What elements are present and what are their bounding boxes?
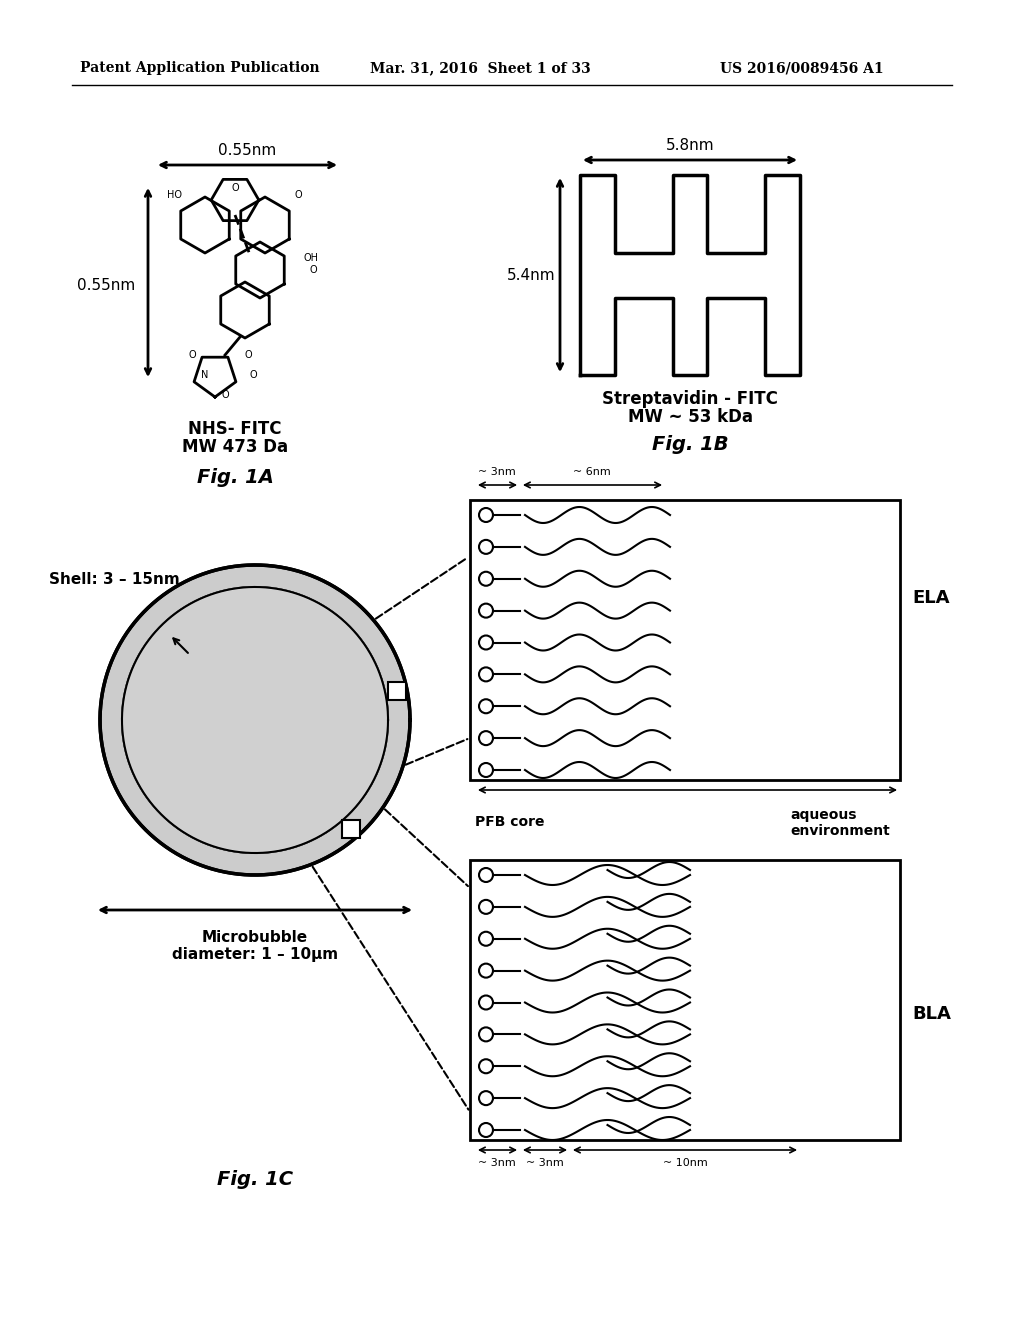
Text: Fig. 1A: Fig. 1A bbox=[197, 469, 273, 487]
Text: Fig. 1B: Fig. 1B bbox=[651, 436, 728, 454]
Text: Streptavidin - FITC: Streptavidin - FITC bbox=[602, 389, 778, 408]
Text: 5.4nm: 5.4nm bbox=[507, 268, 555, 282]
Text: Microbubble
diameter: 1 – 10μm: Microbubble diameter: 1 – 10μm bbox=[172, 931, 338, 962]
Text: Patent Application Publication: Patent Application Publication bbox=[80, 61, 319, 75]
Circle shape bbox=[479, 635, 493, 649]
Text: O: O bbox=[188, 350, 196, 360]
Circle shape bbox=[122, 587, 388, 853]
Circle shape bbox=[479, 700, 493, 713]
Circle shape bbox=[479, 603, 493, 618]
Bar bbox=[388, 682, 407, 700]
Text: ~ 10nm: ~ 10nm bbox=[663, 1158, 708, 1168]
Text: 5.8nm: 5.8nm bbox=[666, 139, 715, 153]
Text: O: O bbox=[231, 183, 239, 193]
Text: 0.55nm: 0.55nm bbox=[77, 277, 135, 293]
Circle shape bbox=[479, 508, 493, 521]
Text: ~ 6nm: ~ 6nm bbox=[573, 467, 611, 477]
Circle shape bbox=[479, 540, 493, 554]
Circle shape bbox=[479, 763, 493, 777]
Text: aqueous
environment: aqueous environment bbox=[791, 808, 890, 838]
Circle shape bbox=[479, 1059, 493, 1073]
Circle shape bbox=[479, 572, 493, 586]
Text: PFB core: PFB core bbox=[475, 814, 545, 829]
Circle shape bbox=[479, 869, 493, 882]
Circle shape bbox=[479, 1027, 493, 1041]
Text: BLA: BLA bbox=[912, 1005, 951, 1023]
Text: N: N bbox=[202, 370, 209, 380]
Circle shape bbox=[479, 932, 493, 945]
Circle shape bbox=[124, 589, 386, 851]
Text: MW 473 Da: MW 473 Da bbox=[182, 438, 288, 455]
Text: S = 4.7nm: S = 4.7nm bbox=[725, 1076, 792, 1089]
Bar bbox=[470, 500, 900, 780]
Text: 0.55nm: 0.55nm bbox=[218, 143, 276, 158]
Circle shape bbox=[479, 668, 493, 681]
Text: HO: HO bbox=[168, 190, 182, 201]
Circle shape bbox=[479, 1123, 493, 1137]
Circle shape bbox=[479, 995, 493, 1010]
Bar bbox=[342, 820, 359, 838]
Text: O: O bbox=[294, 190, 302, 201]
Circle shape bbox=[479, 964, 493, 978]
Text: Shell: 3 – 15nm: Shell: 3 – 15nm bbox=[49, 573, 180, 587]
Circle shape bbox=[100, 565, 410, 875]
Bar bbox=[470, 861, 900, 1140]
Circle shape bbox=[479, 1092, 493, 1105]
Text: O: O bbox=[244, 350, 252, 360]
Text: ELA: ELA bbox=[912, 589, 949, 607]
Text: O: O bbox=[221, 389, 228, 400]
Text: US 2016/0089456 A1: US 2016/0089456 A1 bbox=[720, 61, 884, 75]
Text: Mar. 31, 2016  Sheet 1 of 33: Mar. 31, 2016 Sheet 1 of 33 bbox=[370, 61, 591, 75]
Text: O: O bbox=[310, 265, 317, 275]
Text: O: O bbox=[249, 370, 257, 380]
Text: NHS- FITC: NHS- FITC bbox=[188, 420, 282, 438]
Circle shape bbox=[479, 731, 493, 744]
Text: OH: OH bbox=[303, 253, 318, 263]
Circle shape bbox=[479, 900, 493, 913]
Text: MW ~ 53 kDa: MW ~ 53 kDa bbox=[628, 408, 753, 426]
Text: ~ 3nm: ~ 3nm bbox=[478, 1158, 516, 1168]
Text: ~ 3nm: ~ 3nm bbox=[526, 1158, 564, 1168]
Text: S = 4.7nm: S = 4.7nm bbox=[700, 652, 767, 665]
Text: ~ 3nm: ~ 3nm bbox=[478, 467, 516, 477]
Text: Fig. 1C: Fig. 1C bbox=[217, 1170, 293, 1189]
